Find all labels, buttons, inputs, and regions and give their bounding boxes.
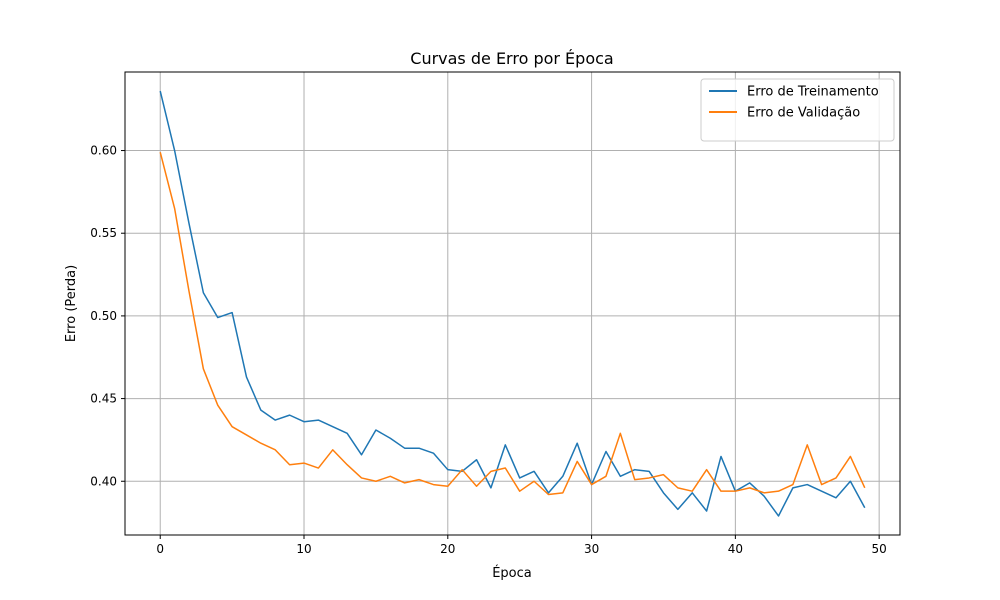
y-tick-label: 0.50 (90, 309, 117, 323)
x-tick-label: 40 (728, 542, 743, 556)
x-tick-label: 50 (872, 542, 887, 556)
legend: Erro de Treinamento Erro de Validação (700, 78, 895, 142)
series-line-0 (159, 90, 866, 517)
y-axis-label: Erro (Perda) (64, 265, 79, 342)
x-axis-label: Época (492, 565, 532, 581)
x-axis-ticks: 0 10 20 30 40 50 (156, 535, 887, 556)
legend-box (700, 78, 895, 142)
y-tick-label: 0.45 (90, 392, 117, 406)
x-tick-label: 10 (296, 542, 311, 556)
x-tick-label: 0 (156, 542, 164, 556)
y-tick-label: 0.40 (90, 474, 117, 488)
plot-frame (124, 71, 901, 536)
x-tick-label: 20 (440, 542, 455, 556)
y-axis-ticks: 0.40 0.45 0.50 0.55 0.60 (90, 144, 125, 488)
legend-label-0: Erro de Treinamento (747, 85, 879, 100)
legend-label-1: Erro de Validação (747, 106, 860, 121)
x-tick-label: 30 (584, 542, 599, 556)
y-tick-label: 0.55 (90, 226, 117, 240)
grid (125, 72, 900, 535)
y-tick-label: 0.60 (90, 144, 117, 158)
series-lines (159, 90, 866, 517)
chart-title: Curvas de Erro por Época (410, 49, 613, 68)
series-line-1 (159, 152, 866, 496)
